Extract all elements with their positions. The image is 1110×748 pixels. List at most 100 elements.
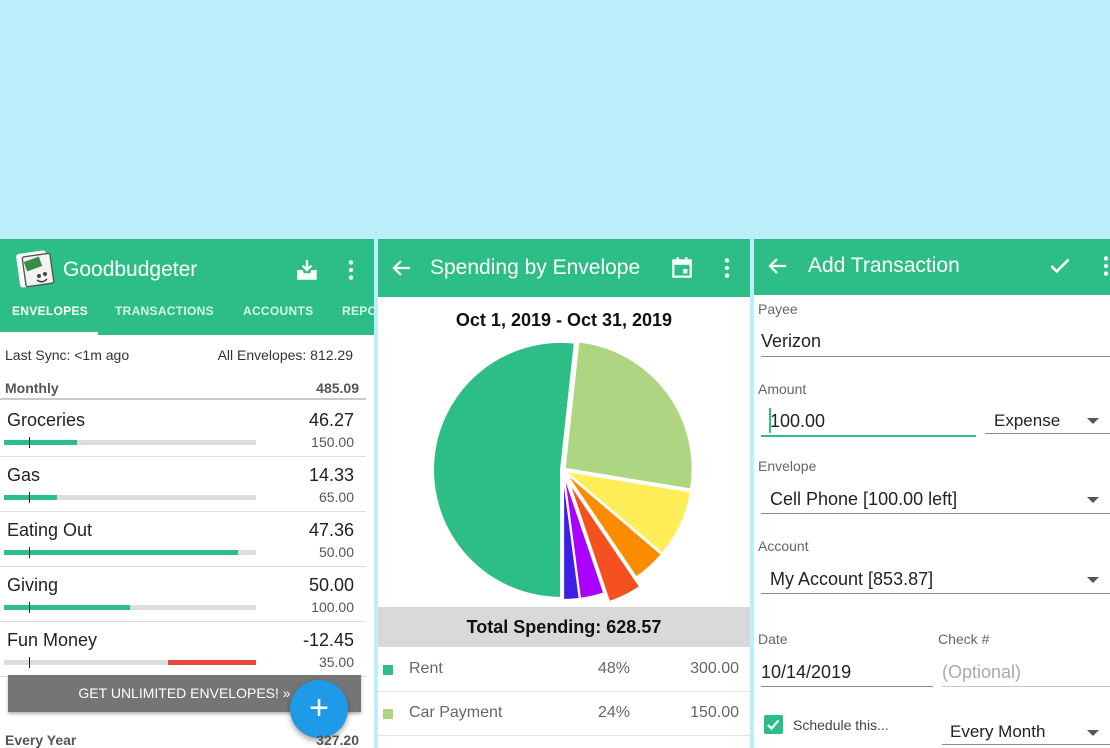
report-title: Spending by Envelope bbox=[430, 256, 641, 279]
category-swatch bbox=[383, 709, 393, 719]
dropdown-caret-icon[interactable] bbox=[1087, 497, 1099, 503]
amount-label: Amount bbox=[758, 381, 807, 397]
progress-fill bbox=[4, 495, 57, 500]
pie-slice[interactable] bbox=[562, 471, 581, 601]
envelope-amount: 47.36 bbox=[308, 520, 354, 540]
envelope-progress-bar bbox=[4, 547, 256, 558]
tab-accounts[interactable]: ACCOUNTS bbox=[243, 304, 314, 318]
envelope-progress-bar bbox=[4, 657, 256, 668]
check-underline bbox=[942, 686, 1110, 687]
category-value: 300.00 bbox=[690, 660, 739, 677]
account-dropdown[interactable]: My Account [853.87] bbox=[770, 569, 934, 589]
pie-slice[interactable] bbox=[432, 340, 576, 599]
monthly-total: 485.09 bbox=[316, 380, 359, 396]
date-field[interactable]: 10/14/2019 bbox=[761, 662, 852, 682]
category-swatch bbox=[383, 665, 393, 675]
progress-fill bbox=[4, 550, 239, 555]
app-logo-icon bbox=[16, 250, 55, 288]
payee-underline bbox=[761, 356, 1110, 357]
pie-slice[interactable] bbox=[563, 470, 664, 579]
envelope-row[interactable]: Groceries 46.27 150.00 bbox=[0, 402, 366, 457]
dropdown-caret-icon[interactable] bbox=[1087, 730, 1099, 736]
envelope-progress-bar bbox=[4, 437, 256, 448]
calendar-icon[interactable] bbox=[669, 255, 695, 281]
envelope-budget: 35.00 bbox=[318, 654, 354, 670]
progress-marker bbox=[29, 492, 30, 503]
envelope-budget: 150.00 bbox=[311, 434, 354, 450]
every-year-total: 327.20 bbox=[316, 732, 359, 748]
account-underline bbox=[761, 593, 1110, 594]
progress-marker bbox=[29, 437, 30, 448]
transaction-app-bar: Add Transaction bbox=[754, 239, 1110, 295]
add-transaction-screen: Add Transaction Payee Verizon Amount 100… bbox=[754, 239, 1110, 748]
envelope-row[interactable]: Giving 50.00 100.00 bbox=[0, 567, 366, 622]
envelope-row[interactable]: Eating Out 47.36 50.00 bbox=[0, 512, 366, 567]
tab-reports[interactable]: REPO bbox=[342, 304, 374, 318]
progress-fill bbox=[4, 440, 78, 445]
total-spending: Total Spending: 628.57 bbox=[378, 607, 750, 647]
type-underline bbox=[985, 433, 1110, 434]
last-sync-text: Last Sync: <1m ago bbox=[5, 347, 130, 363]
category-name: Car Payment bbox=[409, 704, 503, 721]
payee-field[interactable]: Verizon bbox=[761, 331, 822, 351]
pie-slice[interactable] bbox=[563, 340, 694, 491]
category-row[interactable]: Rent 48% 300.00 bbox=[378, 648, 750, 692]
checkmark-icon bbox=[767, 719, 780, 731]
envelope-amount: -12.45 bbox=[302, 630, 354, 650]
envelope-budget: 65.00 bbox=[318, 489, 354, 505]
envelope-dropdown[interactable]: Cell Phone [100.00 left] bbox=[770, 489, 958, 509]
schedule-checkbox[interactable] bbox=[764, 715, 783, 734]
app-bar: Goodbudgeter ENVELOPES TRANSACTIONS ACCO… bbox=[0, 239, 374, 335]
inbox-download-icon[interactable] bbox=[294, 257, 320, 283]
envelope-name: Gas bbox=[7, 465, 41, 485]
repeat-underline bbox=[942, 744, 1110, 745]
back-arrow-icon[interactable] bbox=[766, 254, 790, 278]
category-percent: 24% bbox=[598, 704, 631, 721]
spending-pie-chart[interactable] bbox=[418, 334, 708, 604]
envelope-amount: 50.00 bbox=[308, 575, 354, 595]
check-icon[interactable] bbox=[1047, 253, 1073, 279]
category-value: 150.00 bbox=[690, 704, 739, 721]
envelope-row[interactable]: Fun Money -12.45 35.00 bbox=[0, 622, 366, 677]
dropdown-caret-icon[interactable] bbox=[1087, 418, 1099, 424]
date-label: Date bbox=[758, 631, 788, 647]
envelope-budget: 100.00 bbox=[311, 599, 354, 615]
envelopes-screen: Goodbudgeter ENVELOPES TRANSACTIONS ACCO… bbox=[0, 239, 374, 748]
envelope-underline bbox=[761, 513, 1110, 514]
check-number-field[interactable]: (Optional) bbox=[942, 662, 1022, 682]
amount-field[interactable]: 100.00 bbox=[770, 411, 826, 431]
envelope-budget: 50.00 bbox=[318, 544, 354, 560]
tab-envelopes[interactable]: ENVELOPES bbox=[0, 297, 98, 335]
envelope-row[interactable]: Gas 14.33 65.00 bbox=[0, 457, 366, 512]
transaction-title: Add Transaction bbox=[808, 254, 960, 277]
report-screen: Spending by Envelope Oct 1, 2019 - Oct 3… bbox=[378, 239, 750, 748]
envelope-amount: 14.33 bbox=[308, 465, 354, 485]
repeat-dropdown[interactable]: Every Month bbox=[950, 722, 1046, 741]
envelope-label: Envelope bbox=[758, 458, 817, 474]
add-fab-button[interactable]: + bbox=[290, 680, 348, 738]
report-app-bar: Spending by Envelope bbox=[378, 239, 750, 297]
account-label: Account bbox=[758, 538, 809, 554]
every-year-label: Every Year bbox=[5, 732, 77, 748]
tab-transactions[interactable]: TRANSACTIONS bbox=[115, 304, 214, 318]
type-dropdown[interactable]: Expense bbox=[994, 411, 1061, 430]
back-arrow-icon[interactable] bbox=[390, 256, 414, 280]
pie-slice[interactable] bbox=[567, 480, 642, 604]
amount-underline bbox=[761, 435, 976, 437]
tab-bar: ENVELOPES TRANSACTIONS ACCOUNTS REPO bbox=[0, 297, 374, 335]
progress-marker bbox=[29, 657, 30, 668]
envelope-name: Eating Out bbox=[7, 520, 93, 540]
text-cursor bbox=[769, 408, 771, 433]
progress-fill bbox=[167, 660, 256, 665]
progress-fill bbox=[4, 605, 130, 610]
envelope-name: Giving bbox=[7, 575, 59, 595]
envelope-amount: 46.27 bbox=[308, 410, 354, 430]
more-vert-icon[interactable] bbox=[338, 257, 364, 283]
more-vert-icon[interactable] bbox=[714, 255, 740, 281]
category-row[interactable]: Car Payment 24% 150.00 bbox=[378, 692, 750, 736]
more-vert-icon[interactable] bbox=[1093, 253, 1110, 279]
app-title: Goodbudgeter bbox=[63, 258, 198, 281]
dropdown-caret-icon[interactable] bbox=[1087, 577, 1099, 583]
envelope-name: Groceries bbox=[7, 410, 86, 430]
monthly-label: Monthly bbox=[5, 380, 59, 396]
